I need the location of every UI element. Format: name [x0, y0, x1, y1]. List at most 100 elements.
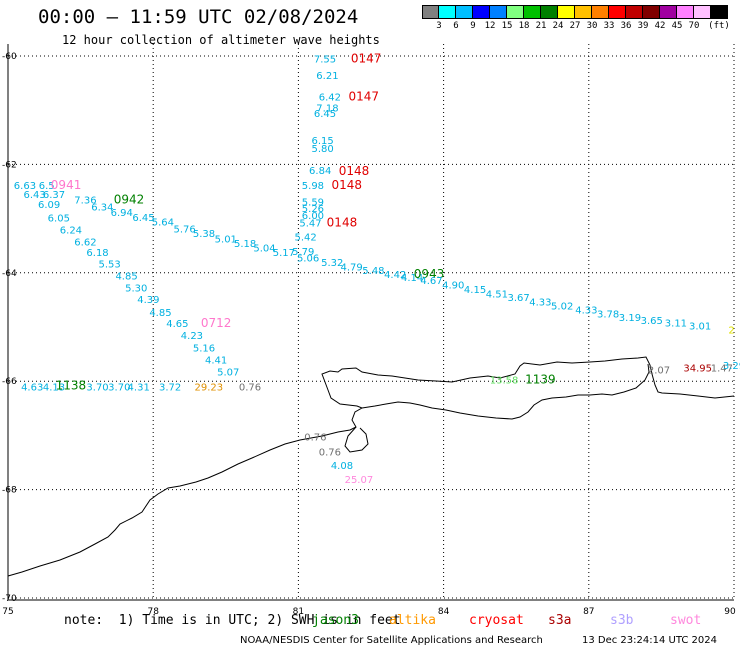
pass-time-label: 0148 — [327, 215, 358, 229]
x-tick-labels: 75 78 81 84 87 90 — [2, 607, 736, 617]
x-tick-label: 84 — [438, 607, 450, 617]
wave-height-label: 3.72 — [159, 383, 181, 394]
legend-swatch — [592, 5, 609, 19]
pass-time-label: 0943 — [414, 267, 445, 281]
legend-swatch — [439, 5, 456, 19]
x-tick-label: 87 — [583, 607, 594, 617]
wave-height-label: 4.51 — [486, 289, 508, 300]
wave-height-label: 4.63 — [21, 383, 43, 394]
wave-height-label: 5.79 — [292, 247, 314, 258]
mission-s3a: s3a — [548, 613, 572, 628]
legend-label: 27 — [569, 21, 581, 31]
wave-height-label: 6.37 — [43, 190, 65, 201]
wave-height-label: 4.33 — [575, 306, 597, 317]
wave-height-label: 3.78 — [597, 309, 619, 320]
legend-label: 33 — [603, 21, 615, 31]
wave-height-label: 34.95 — [683, 364, 712, 375]
wave-height-label: 3.67 — [507, 293, 529, 304]
y-tick-label: -60 — [2, 52, 17, 62]
x-tick-label: 90 — [724, 607, 736, 617]
pass-time-label: 1139 — [525, 373, 556, 387]
wave-height-label: 4.85 — [149, 308, 171, 319]
footer-credit: NOAA/NESDIS Center for Satellite Applica… — [240, 635, 543, 646]
legend-label: 45 — [671, 21, 683, 31]
wave-height-label: 4.42 — [384, 270, 406, 281]
legend-label: 30 — [586, 21, 598, 31]
pass-time-label: 0712 — [201, 316, 232, 330]
footer-timestamp: 13 Dec 23:24:14 UTC 2024 — [582, 635, 717, 646]
wave-height-label: 13.58 — [490, 376, 519, 387]
wave-height-label: 7.18 — [316, 103, 338, 114]
legend-swatches — [422, 5, 740, 19]
legend-swatch — [677, 5, 694, 19]
legend-swatch — [541, 5, 558, 19]
wave-height-label: 6.94 — [111, 208, 133, 219]
wave-height-label: 5.64 — [152, 217, 174, 228]
footer-note: note: 1) Time is in UTC; 2) SWH is in fe… — [64, 613, 401, 628]
wave-height-label: 7.36 — [74, 196, 96, 207]
y-tick-label: -64 — [2, 269, 17, 279]
wave-height-label: 4.15 — [464, 285, 486, 296]
wave-height-label: 6.42 — [319, 93, 341, 104]
legend-swatch — [660, 5, 677, 19]
mission-altika: altika — [389, 613, 436, 628]
y-tick-labels: -60 -62 -64 -66 -68 -70 — [2, 52, 17, 604]
legend-unit: (ft) — [708, 21, 730, 31]
wave-height-label: 4.14 — [401, 273, 423, 284]
legend-label: 42 — [654, 21, 666, 31]
wave-height-label: 3.29 — [723, 361, 740, 372]
page-title: 00:00 — 11:59 UTC 02/08/2024 — [38, 6, 359, 28]
x-tick-label: 81 — [293, 607, 304, 617]
wave-height-label: 3.19 — [619, 313, 641, 324]
wave-height-label: 5.32 — [321, 258, 343, 269]
x-tick-label: 75 — [2, 607, 13, 617]
mission-s3b: s3b — [610, 613, 634, 628]
wave-height-label: 6.63 — [14, 181, 36, 192]
antarctic-coastline — [7, 356, 735, 577]
legend-swatch — [422, 5, 439, 19]
wave-height-label: 5.30 — [125, 283, 147, 294]
legend-labels: 3 6 9 12 15 18 21 24 27 30 33 36 39 42 45 70 (ft) — [422, 19, 740, 31]
wave-height-label: 6.45 — [132, 213, 154, 224]
wave-height-label: 2.07 — [648, 365, 670, 376]
legend-swatch — [575, 5, 592, 19]
wave-height-label: 6.18 — [86, 248, 108, 259]
wave-height-label: 6.24 — [60, 225, 82, 236]
legend-swatch — [694, 5, 711, 19]
wave-height-label: 5.02 — [551, 301, 573, 312]
pass-time-label: 0147 — [348, 90, 379, 104]
wave-height-label: 4.08 — [331, 461, 353, 472]
pass-time-label: 0941 — [51, 178, 82, 192]
wave-height-label: 1.47 — [711, 364, 733, 375]
wave-height-label: 5.59 — [302, 197, 324, 208]
subtitle: 12 hour collection of altimeter wave hei… — [62, 33, 380, 47]
legend-swatch — [711, 5, 728, 19]
wave-height-label: 6.62 — [74, 237, 96, 248]
legend-swatch — [490, 5, 507, 19]
mission-cryosat: cryosat — [469, 613, 524, 628]
wave-height-label: 5.16 — [193, 344, 215, 355]
legend-swatch — [473, 5, 490, 19]
mission-jason3: jason3 — [312, 613, 359, 628]
y-tick-label: -66 — [2, 377, 17, 387]
wave-height-label: 6.43 — [23, 190, 45, 201]
legend-swatch — [456, 5, 473, 19]
wave-height-label: 4.31 — [128, 383, 150, 394]
wave-height-label: 6.84 — [309, 166, 331, 177]
wave-height-label: 5.48 — [362, 266, 384, 277]
wave-height-label: 3.70 — [86, 383, 108, 394]
wave-height-label: 5.04 — [253, 243, 275, 254]
grid — [8, 44, 735, 600]
legend-label: 9 — [470, 21, 476, 31]
y-tick-label: -70 — [2, 594, 17, 604]
legend-label: 21 — [535, 21, 547, 31]
wave-height-label: 6.21 — [316, 71, 338, 82]
legend-label: 36 — [620, 21, 632, 31]
wave-height-label: 0.76 — [304, 432, 326, 443]
legend-swatch — [643, 5, 660, 19]
pass-time-label: 1138 — [56, 379, 87, 393]
wave-height-label: 3.11 — [665, 319, 687, 330]
wave-height-label: 4.65 — [166, 319, 188, 330]
